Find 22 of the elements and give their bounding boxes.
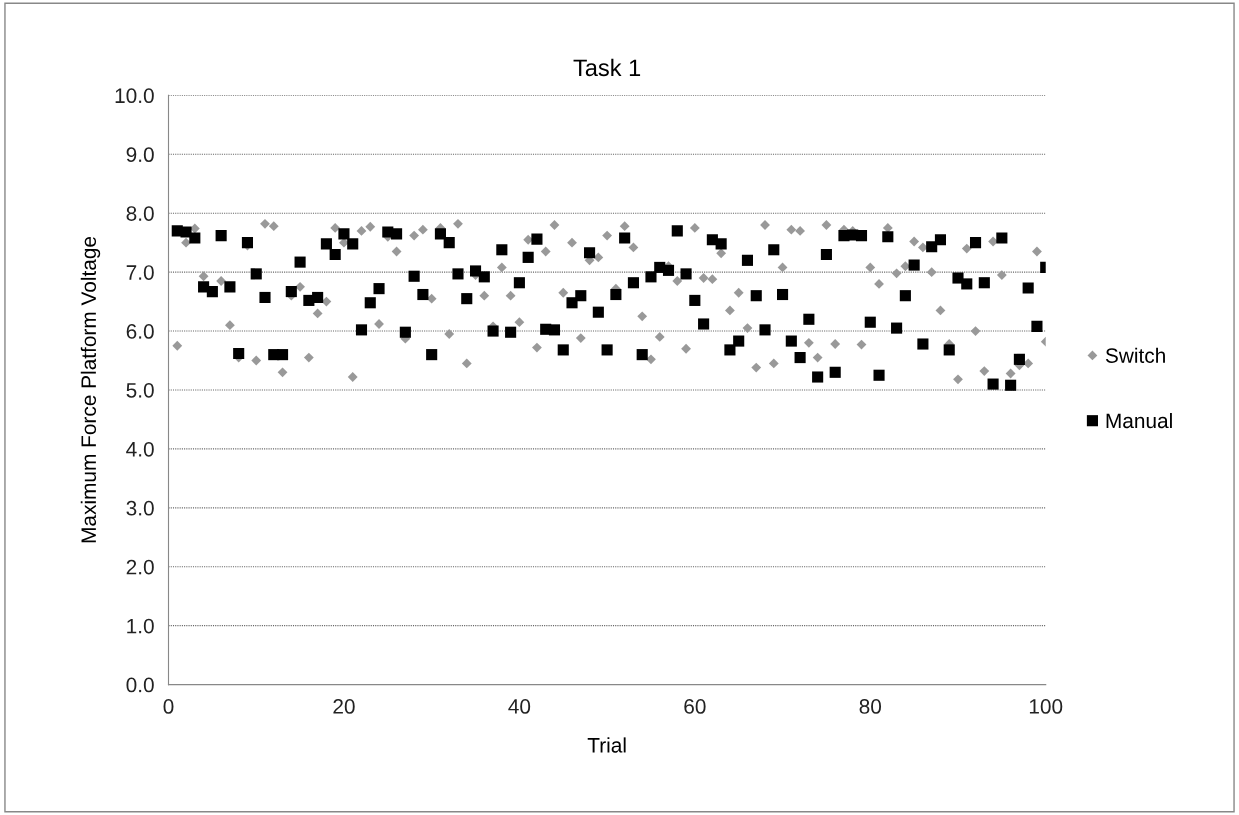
y-tick-label: 1.0: [127, 618, 154, 634]
y-tick-label: 0.0: [126, 677, 154, 693]
y-tick-label: 7.0: [126, 265, 154, 280]
legend-label: Manual: [1106, 412, 1172, 429]
x-axis-title: Trial: [587, 737, 626, 753]
x-tick-label: 80: [859, 699, 882, 714]
y-tick-label: 2.0: [126, 559, 154, 575]
x-tick-label: 0: [163, 699, 174, 714]
x-tick-label: 60: [684, 699, 706, 714]
x-tick-label: 20: [333, 699, 355, 714]
legend-label: Switch: [1105, 347, 1165, 363]
chart-title: Task 1: [573, 58, 641, 77]
y-tick-label: 9.0: [126, 147, 154, 163]
y-tick-label: 3.0: [126, 500, 154, 516]
x-tick-label: 100: [1029, 699, 1063, 714]
y-tick-label: 10.0: [115, 88, 154, 104]
y-tick-label: 5.0: [126, 382, 154, 398]
y-tick-label: 6.0: [126, 324, 154, 339]
x-tick-label: 40: [508, 699, 531, 714]
y-tick-label: 4.0: [126, 441, 154, 457]
y-tick-label: 8.0: [126, 206, 154, 221]
y-axis-title: Maximum Force Platform Voltage: [80, 236, 101, 543]
